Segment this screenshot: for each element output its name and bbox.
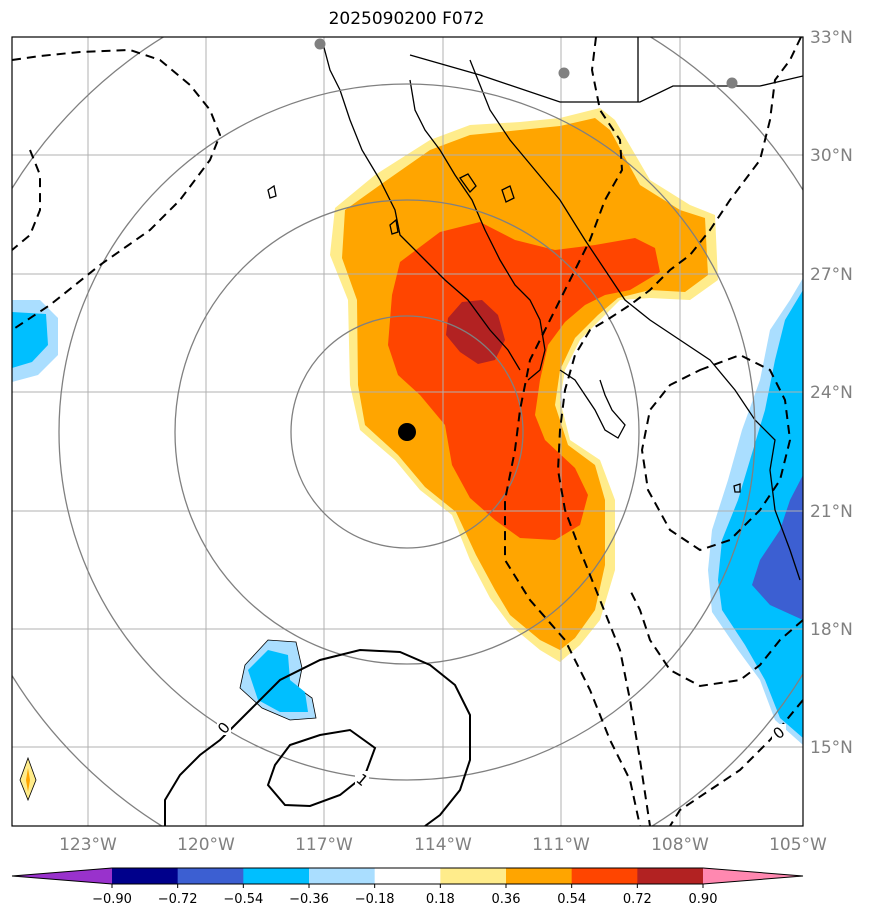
lat-label-27n: 27°N [810,265,853,285]
lat-label-24n: 24°N [810,383,853,403]
colorbar: −0.90 −0.72 −0.54 −0.36 −0.18 0.18 0.36 0.54 0.7… [11,867,804,907]
colorbar-segment [440,868,507,884]
storm-center-marker [398,423,416,441]
colorbar-tick-label: 0.90 [689,892,718,907]
colorbar-segment [374,868,441,884]
colorbar-segment [243,868,310,884]
latitude-labels: 33°N 30°N 27°N 24°N 21°N 18°N 15°N [810,28,853,758]
lon-label-117w: 117°W [295,835,353,855]
island-5 [733,483,741,493]
map-area [12,37,803,826]
island-3 [501,185,515,203]
shade-red-orange [388,222,660,540]
colorbar-segment [637,868,704,884]
colorbar-extension-high [703,868,803,884]
lon-label-105w: 105°W [769,835,827,855]
station-markers [314,38,738,89]
colorbar-segment [571,868,638,884]
range-rings [12,37,803,826]
shade-small-orange [26,768,30,792]
mainland-mexico-coastline [469,59,801,581]
lon-label-111w: 111°W [532,835,590,855]
colorbar-segment [506,868,573,884]
lat-label-18n: 18°N [810,620,853,640]
colorbar-segment [309,868,376,884]
lon-label-120w: 120°W [177,835,235,855]
colorbar-tick-label: 0.72 [623,892,652,907]
lon-label-114w: 114°W [414,835,472,855]
colorbar-segment [177,868,244,884]
lon-label-108w: 108°W [651,835,709,855]
baja-california-coastline [321,39,521,371]
negative-anomaly-shading [12,278,803,745]
colorbar-tick-label: 0.18 [426,892,455,907]
usa-mexico-border [409,54,803,103]
map-frame [11,36,804,827]
shade-dark-red [446,300,505,364]
lat-label-33n: 33°N [810,28,853,48]
grid-lines [12,37,803,826]
coastlines [267,37,803,581]
gulf-of-california-east-coast [559,369,626,439]
baja-gulf-coastline [409,79,546,381]
colorbar-extension-low [12,868,112,884]
lat-label-21n: 21°N [810,502,853,522]
lat-label-30n: 30°N [810,146,853,166]
colorbar-tick-label: −0.90 [92,892,132,907]
dashed-contours [12,37,803,826]
colorbar-tick-label: −0.54 [223,892,263,907]
island-2 [459,173,477,194]
contour-label-group: 0 1 0 [214,719,788,790]
colorbar-tick-label: 0.36 [492,892,521,907]
island-4 [389,218,399,235]
map-title: 2025090200 F072 [328,9,485,29]
lat-label-15n: 15°N [810,738,853,758]
colorbar-tick-label: −0.36 [289,892,329,907]
longitude-labels: 123°W 120°W 117°W 114°W 111°W 108°W 105°… [59,835,827,855]
island-1 [267,184,277,199]
colorbar-tick-label: −0.72 [158,892,198,907]
shade-east-blue [718,290,803,738]
colorbar-tick-label: −0.18 [355,892,395,907]
colorbar-tick-label: 0.54 [557,892,586,907]
lon-label-123w: 123°W [59,835,117,855]
shade-west-blue [12,312,48,368]
colorbar-segment [112,868,179,884]
